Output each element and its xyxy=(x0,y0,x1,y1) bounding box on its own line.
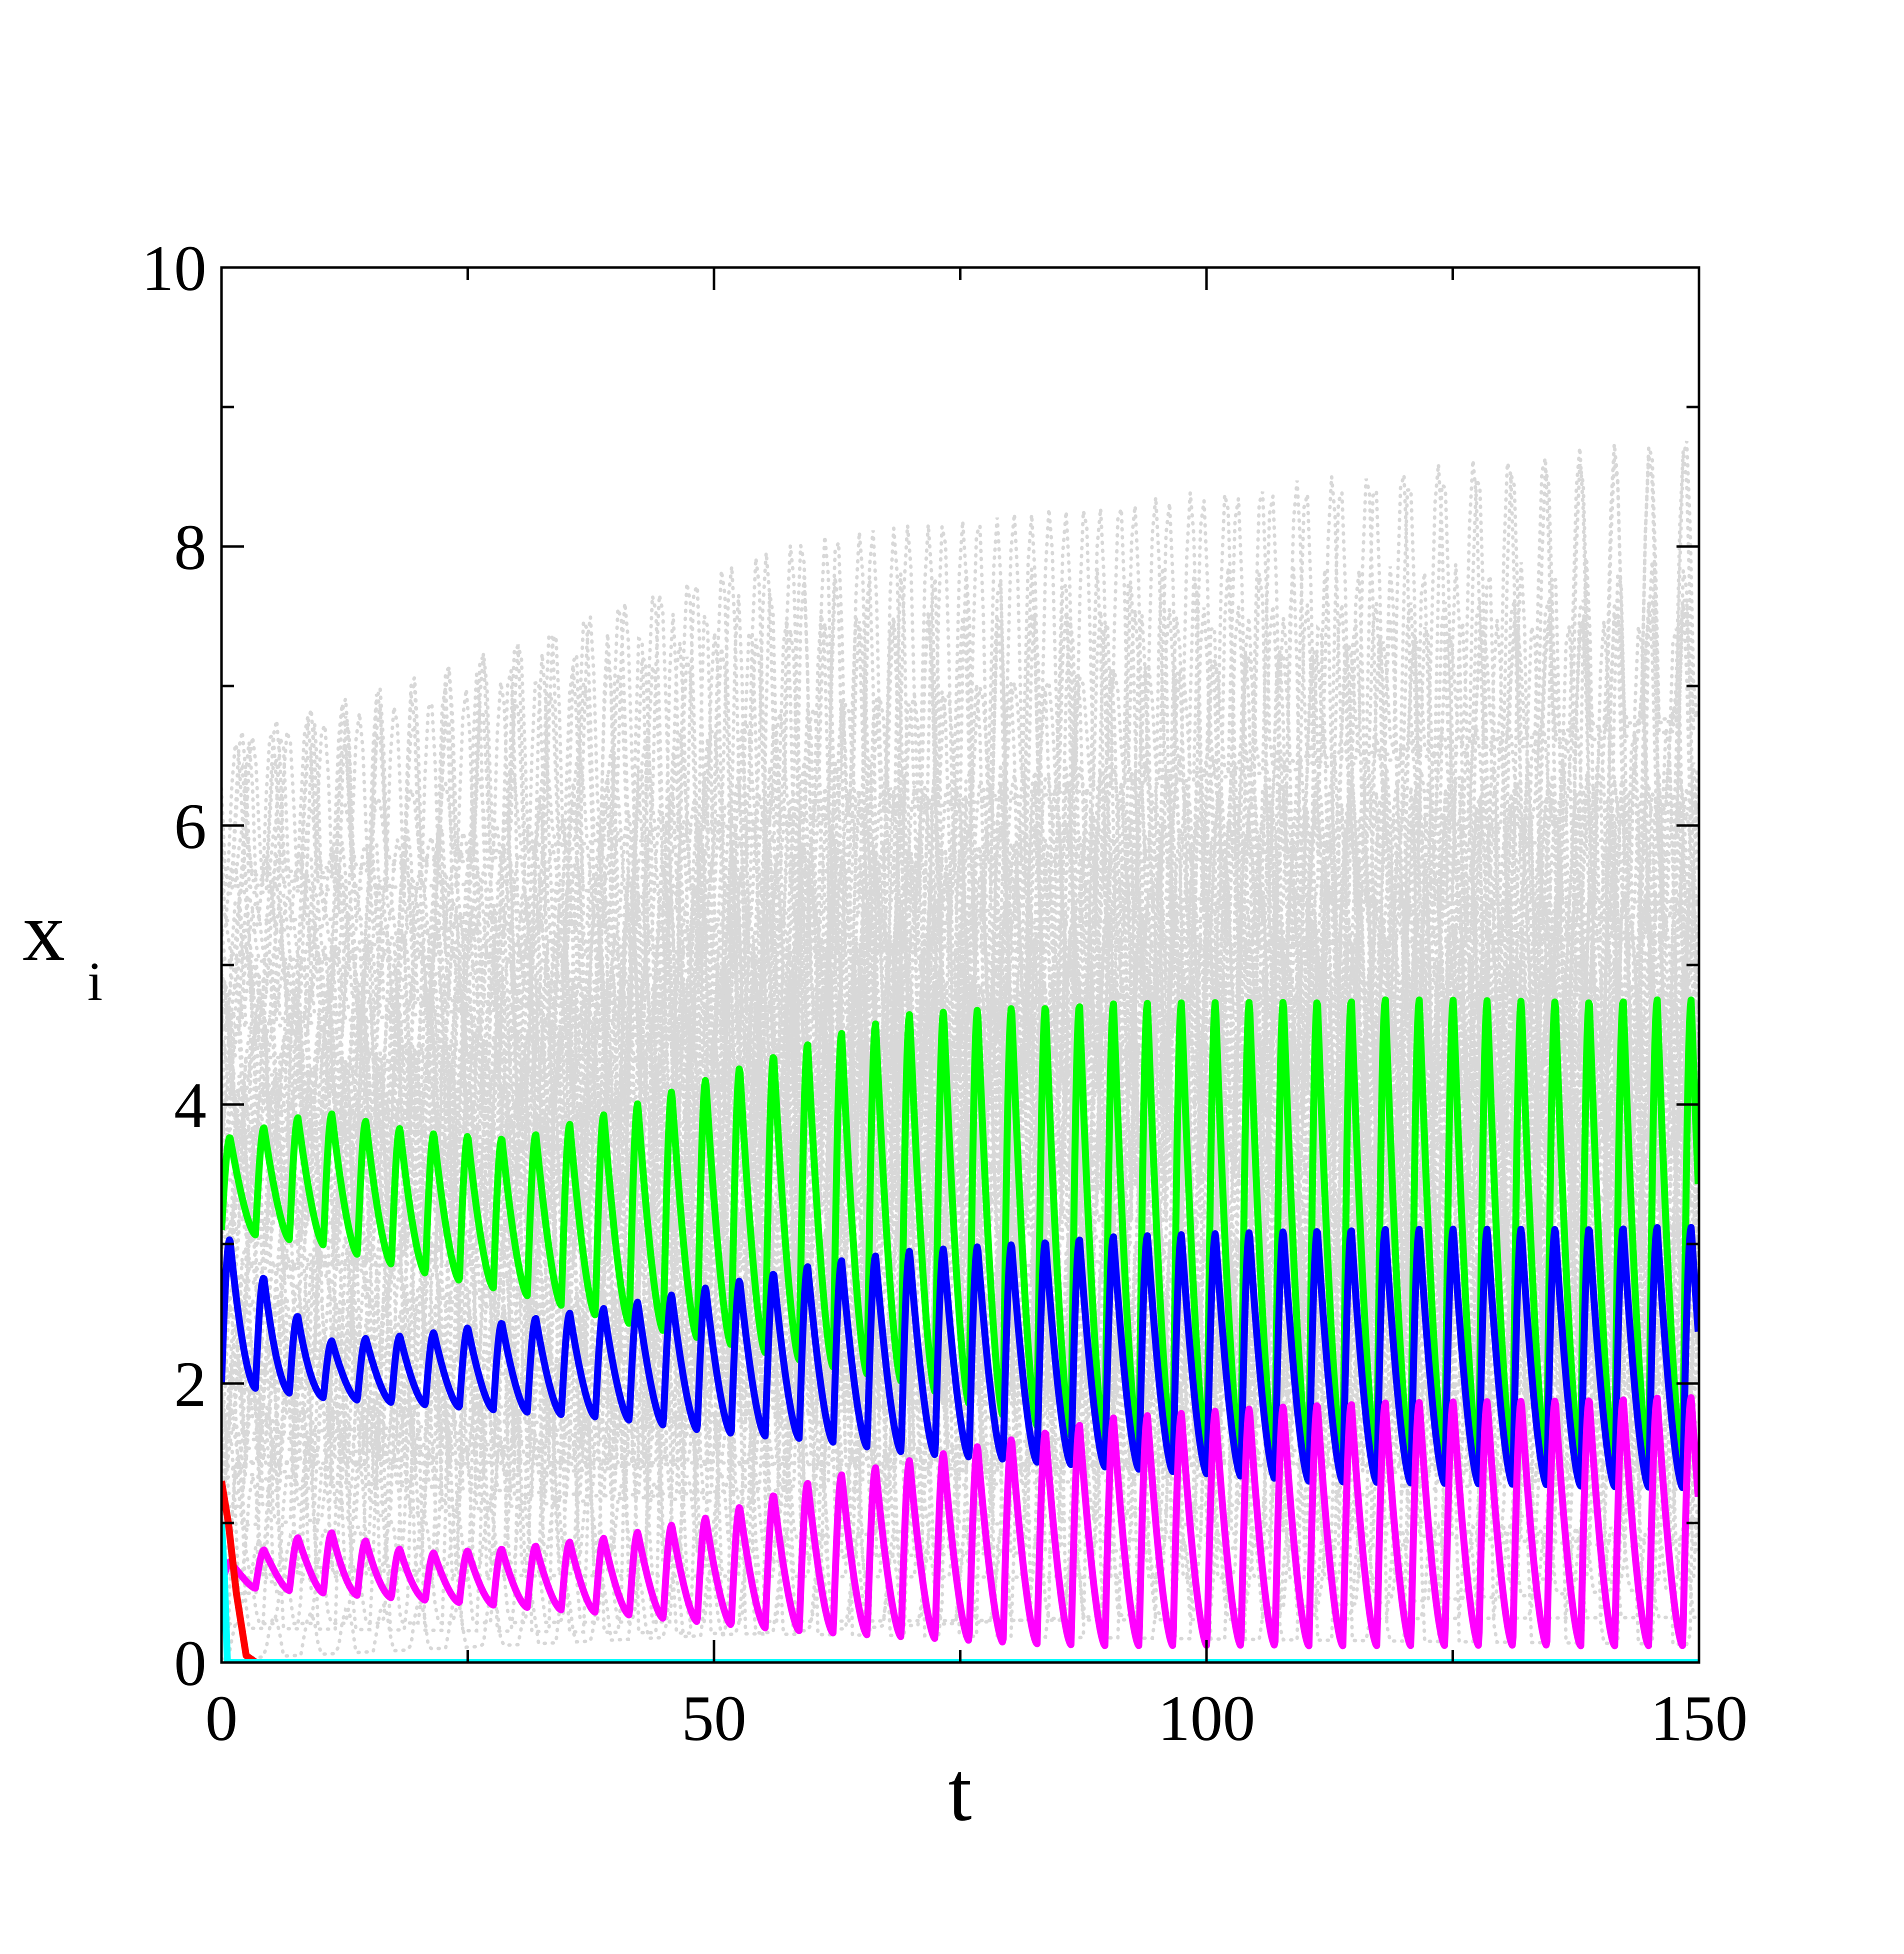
y-axis-title-main: x xyxy=(22,884,65,978)
y-tick-label: 2 xyxy=(174,1348,206,1420)
y-tick-label: 10 xyxy=(142,232,206,304)
background-trajectory xyxy=(222,1510,1699,1661)
y-axis-title-subscript: i xyxy=(88,951,103,1012)
y-axis-title: x xyxy=(22,884,65,978)
y-tick-label: 6 xyxy=(174,790,206,862)
y-tick-label: 4 xyxy=(174,1070,206,1142)
x-tick-label: 100 xyxy=(1158,1682,1256,1754)
series-line-1 xyxy=(222,1224,1699,1492)
background-trajectory xyxy=(222,1108,1699,1528)
background-trajectory xyxy=(222,868,1699,1092)
x-axis-title: t xyxy=(948,1744,972,1838)
background-trajectory xyxy=(222,593,1699,896)
series-line-0 xyxy=(222,996,1699,1464)
background-trajectory xyxy=(222,450,1699,880)
y-tick-label: 0 xyxy=(174,1628,206,1700)
tick-labels: 0 50 100 150 0 2 4 6 8 10 xyxy=(142,232,1748,1754)
background-trajectory xyxy=(222,982,1699,1410)
background-trajectory xyxy=(222,1062,1699,1417)
series-line-4 xyxy=(222,1522,1699,1662)
background-trajectory xyxy=(222,1290,1699,1646)
series-layer xyxy=(222,996,1699,1662)
background-trajectory xyxy=(222,888,1699,1250)
x-tick-label: 150 xyxy=(1650,1682,1748,1754)
background-trajectory xyxy=(222,1073,1699,1422)
background-trajectory xyxy=(222,888,1699,1152)
background-trajectory xyxy=(222,756,1699,1145)
background-trajectory xyxy=(222,1007,1699,1274)
x-tick-label: 0 xyxy=(206,1682,238,1754)
background-trajectory xyxy=(222,786,1699,1032)
background-trajectory xyxy=(222,970,1699,1203)
background-trajectory xyxy=(222,606,1699,886)
series-line-3 xyxy=(222,1480,258,1662)
background-trajectory xyxy=(222,1199,1699,1392)
axis-ticks xyxy=(220,266,1700,1664)
y-tick-label: 8 xyxy=(174,512,206,584)
background-trajectory xyxy=(222,440,1699,892)
series-line-2 xyxy=(222,1394,1699,1650)
x-tick-label: 50 xyxy=(682,1682,746,1754)
background-trajectory xyxy=(222,854,1699,1182)
